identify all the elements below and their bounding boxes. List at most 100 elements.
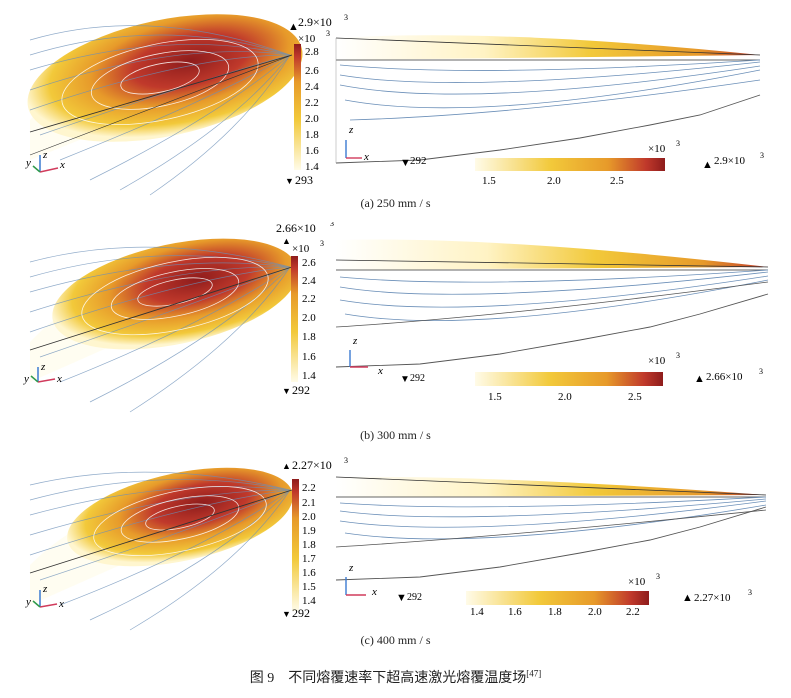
svg-text:2.2: 2.2 [302, 482, 316, 494]
panel-b-caption: (b) 300 mm / s [360, 428, 431, 442]
svg-text:2.0: 2.0 [558, 391, 572, 403]
svg-text:×10: ×10 [628, 576, 646, 588]
svg-text:3: 3 [330, 222, 334, 228]
svg-text:3: 3 [676, 351, 680, 360]
panel-c-side-max: 2.27×10 [694, 592, 731, 604]
panel-b-figure: z x y 2.66×10 3 ▲ ×10 3 2.6 2.4 2.2 2.0 … [23, 219, 769, 413]
svg-text:▲: ▲ [282, 236, 291, 246]
svg-text:x: x [58, 598, 64, 610]
panel-a-horizontal-colorbar: ×10 3 1.5 2.0 2.5 ▲ 2.9×10 3 [475, 139, 764, 187]
svg-text:z: z [42, 583, 48, 595]
svg-text:▼: ▼ [282, 609, 291, 619]
panel-b-iso-view [29, 238, 298, 413]
panel-a-side-view: z x ▼ 292 [335, 35, 761, 169]
svg-text:2.6: 2.6 [302, 257, 316, 269]
svg-text:z: z [348, 124, 354, 136]
svg-text:2.0: 2.0 [302, 511, 316, 523]
svg-text:▼: ▼ [282, 386, 291, 396]
panel-a-figure: z x y ▲ 2.9×10 3 ×10 3 2.8 2.6 2.4 2.2 2… [25, 13, 764, 196]
svg-text:1.8: 1.8 [548, 606, 562, 618]
svg-text:1.6: 1.6 [508, 606, 522, 618]
svg-text:3: 3 [344, 456, 348, 465]
svg-text:▼: ▼ [396, 592, 407, 604]
panel-a-axis-x: x [59, 159, 65, 171]
svg-text:2.4: 2.4 [305, 81, 319, 93]
svg-text:z: z [40, 361, 46, 373]
svg-text:▼: ▼ [400, 374, 410, 385]
svg-text:1.4: 1.4 [470, 606, 484, 618]
svg-text:▼: ▼ [400, 157, 411, 169]
svg-text:z: z [348, 562, 354, 574]
svg-text:x: x [377, 365, 383, 377]
svg-text:3: 3 [748, 588, 752, 597]
panel-a: z x y ▲ 2.9×10 3 ×10 3 2.8 2.6 2.4 2.2 2… [0, 0, 791, 220]
panel-a-axis-y: y [25, 157, 31, 169]
panel-b-side-max: 2.66×10 [706, 371, 743, 383]
svg-text:2.2: 2.2 [305, 97, 319, 109]
panel-a-max-marker: ▲ [288, 21, 299, 33]
panel-c-side-min: 292 [407, 592, 422, 603]
svg-text:x: x [56, 373, 62, 385]
panel-c-iso-view [29, 467, 293, 631]
svg-text:2.0: 2.0 [305, 113, 319, 125]
svg-text:×10: ×10 [648, 355, 666, 367]
svg-text:▼: ▼ [285, 176, 294, 186]
panel-b-side-view: z x ▼ 292 [335, 239, 769, 385]
panel-c-axis-triad: z x y [25, 583, 64, 610]
panel-a-iso-view [27, 14, 303, 196]
svg-text:1.9: 1.9 [302, 525, 316, 537]
panel-a-axis-triad: z x y [25, 149, 65, 173]
svg-text:2.5: 2.5 [628, 391, 642, 403]
svg-text:×10: ×10 [648, 143, 666, 155]
svg-text:3: 3 [656, 572, 660, 581]
svg-text:3: 3 [344, 13, 348, 22]
panel-c-horizontal-colorbar: ×10 3 1.4 1.6 1.8 2.0 2.2 ▲ 2.27×10 3 [466, 572, 752, 618]
figure-title: 图 9 不同熔覆速率下超高速激光熔覆温度场[47] [249, 668, 542, 686]
panel-b: z x y 2.66×10 3 ▲ ×10 3 2.6 2.4 2.2 2.0 … [0, 219, 791, 432]
panel-a-caption: (a) 250 mm / s [360, 196, 431, 210]
svg-text:▲: ▲ [682, 592, 693, 604]
panel-b-axis-triad: z x y [23, 361, 62, 385]
svg-text:1.7: 1.7 [302, 553, 316, 565]
svg-text:1.6: 1.6 [302, 351, 316, 363]
svg-text:y: y [23, 373, 29, 385]
panel-a-vertical-colorbar: ▲ 2.9×10 3 ×10 3 2.8 2.6 2.4 2.2 2.0 1.8… [285, 13, 348, 187]
panel-b-vertical-colorbar: 2.66×10 3 ▲ ×10 3 2.6 2.4 2.2 2.0 1.8 1.… [276, 219, 334, 397]
panel-a-vbar-gradient [294, 44, 301, 170]
panel-a-side-min: 292 [410, 155, 427, 167]
svg-text:2.1: 2.1 [302, 497, 316, 509]
svg-text:2.5: 2.5 [610, 175, 624, 187]
svg-text:1.5: 1.5 [488, 391, 502, 403]
svg-text:1.5: 1.5 [302, 581, 316, 593]
svg-text:3: 3 [760, 151, 764, 160]
panel-a-axis-z: z [42, 149, 48, 161]
panel-c-vertical-colorbar: ▲ 2.27×10 3 2.2 2.1 2.0 1.9 1.8 1.7 1.6 … [282, 456, 348, 620]
svg-text:1.4: 1.4 [302, 370, 316, 382]
svg-text:2.2: 2.2 [626, 606, 640, 618]
panel-b-min-label: 292 [292, 383, 310, 397]
svg-text:1.4: 1.4 [302, 595, 316, 607]
svg-text:2.6: 2.6 [305, 65, 319, 77]
panel-b-max-label: 2.66×10 [276, 222, 316, 235]
svg-text:2.0: 2.0 [547, 175, 561, 187]
svg-text:1.5: 1.5 [482, 175, 496, 187]
svg-text:2.0: 2.0 [588, 606, 602, 618]
panel-a-min-label: 293 [295, 173, 313, 187]
svg-text:1.6: 1.6 [302, 567, 316, 579]
panel-a-vbar-multiplier: ×10 [298, 33, 316, 45]
panel-a-side-max: 2.9×10 [714, 155, 745, 167]
svg-text:x: x [363, 151, 369, 163]
panel-c-max-label: 2.27×10 [292, 458, 332, 472]
svg-text:1.8: 1.8 [305, 129, 319, 141]
panel-c: z x y ▲ 2.27×10 3 2.2 2.1 2.0 1.9 1.8 1.… [0, 455, 791, 640]
svg-text:2.8: 2.8 [305, 46, 319, 58]
svg-text:1.6: 1.6 [305, 145, 319, 157]
svg-text:1.8: 1.8 [302, 539, 316, 551]
panel-b-side-min: 292 [410, 373, 425, 384]
svg-text:×10: ×10 [292, 243, 310, 255]
svg-text:▲: ▲ [282, 461, 291, 471]
svg-text:3: 3 [676, 139, 680, 148]
panel-a-vbar-ticks: 2.8 2.6 2.4 2.2 2.0 1.8 1.6 1.4 [305, 46, 319, 173]
svg-text:x: x [371, 586, 377, 598]
svg-text:▲: ▲ [694, 373, 705, 385]
